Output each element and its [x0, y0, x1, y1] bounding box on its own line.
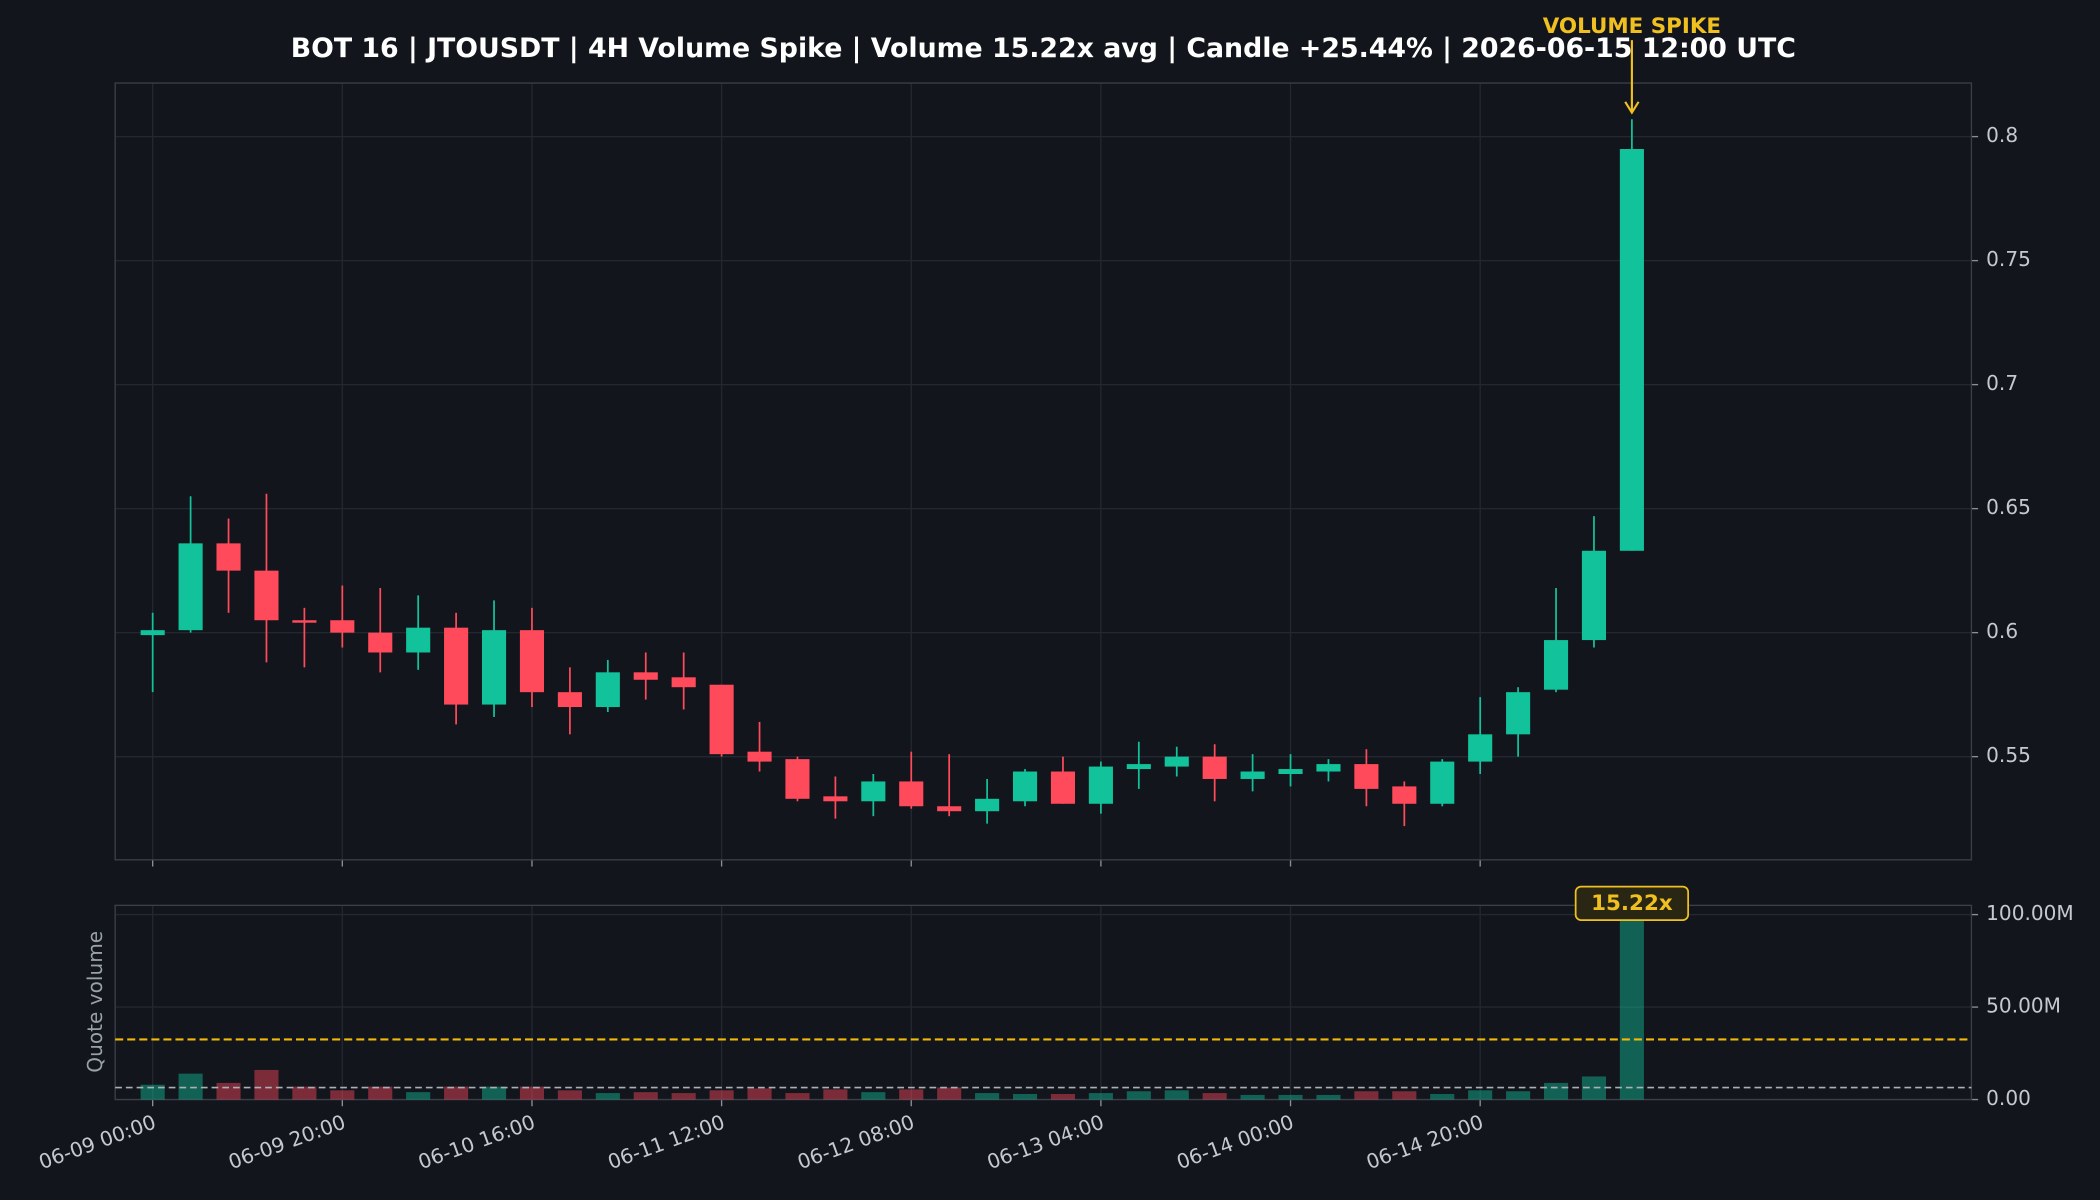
candle-body	[1164, 756, 1189, 767]
volume-bar	[1468, 1090, 1493, 1100]
plot-frame	[114, 82, 1973, 861]
volume-bar	[292, 1086, 317, 1100]
candle-body	[1581, 550, 1607, 641]
volume-bar	[1430, 1094, 1455, 1100]
volume-bar	[1050, 1094, 1076, 1100]
candle-body	[1506, 692, 1531, 735]
candle-body	[1354, 764, 1379, 789]
volume-bar	[1012, 1094, 1038, 1100]
volume-bar	[937, 1087, 962, 1100]
candle-body	[671, 677, 696, 688]
volume-bar	[1202, 1093, 1227, 1100]
candle-body	[1619, 149, 1644, 551]
candle-body	[1278, 769, 1303, 775]
volume-bar	[1278, 1094, 1303, 1100]
volume-bar	[975, 1093, 1000, 1100]
chart-title: BOT 16 | JTOUSDT | 4H Volume Spike | Vol…	[291, 33, 1796, 64]
y-tick-label: 0.65	[1986, 495, 2031, 519]
candle-body	[899, 781, 924, 807]
volume-bar	[481, 1086, 507, 1100]
candle-body	[292, 620, 317, 623]
candle-body	[823, 796, 848, 802]
candle-body	[557, 692, 582, 708]
candle-body	[519, 630, 545, 693]
volume-bar	[823, 1089, 848, 1100]
candle-body	[937, 806, 962, 812]
volume-bar	[1164, 1090, 1189, 1100]
volume-bar	[140, 1084, 165, 1100]
candle-body	[254, 570, 279, 621]
volume-bar	[216, 1082, 241, 1100]
candle-body	[1543, 640, 1569, 690]
candle-body	[368, 632, 393, 653]
volume-bar	[1392, 1091, 1417, 1100]
candle-body	[861, 781, 886, 802]
volume-bar	[254, 1069, 279, 1100]
candle-body	[1050, 771, 1076, 804]
candle-body	[140, 630, 165, 636]
volume-bar	[861, 1092, 886, 1100]
candle-body	[1316, 764, 1341, 772]
candle-body	[444, 627, 469, 705]
candle-body	[1240, 771, 1265, 779]
candle-body	[406, 627, 431, 653]
volume-bar	[519, 1086, 545, 1100]
y-tick-label: 50.00M	[1986, 994, 2061, 1018]
candle-body	[1088, 766, 1113, 804]
candle-body	[1202, 756, 1227, 779]
annotation-arrowhead	[1624, 101, 1640, 115]
candle-body	[1468, 734, 1493, 762]
y-axis-label: Quote volume	[83, 931, 107, 1073]
volume-bar	[1316, 1094, 1341, 1100]
volume-bar	[1240, 1094, 1265, 1100]
volume-bar	[633, 1092, 658, 1100]
volume-bar	[671, 1093, 696, 1100]
candle-body	[1430, 761, 1455, 804]
candle-body	[785, 759, 810, 799]
y-tick-label: 0.7	[1986, 371, 2018, 395]
candle-body	[595, 672, 620, 708]
y-tick-label: 0.75	[1986, 247, 2031, 271]
volume-bar	[330, 1090, 355, 1100]
y-tick-label: 0.00	[1986, 1086, 2031, 1110]
annotation-badge	[1574, 885, 1690, 921]
candle-body	[1126, 764, 1151, 770]
volume-bar	[747, 1088, 772, 1100]
volume-bar	[1619, 909, 1644, 1100]
plot-frame	[114, 904, 1973, 1101]
candle-body	[481, 630, 507, 705]
candle-body	[975, 798, 1000, 812]
y-tick-label: 0.55	[1986, 743, 2031, 767]
volume-bar	[368, 1086, 393, 1100]
volume-bar	[406, 1092, 431, 1100]
y-tick-label: 0.8	[1986, 123, 2018, 147]
volume-bar	[1506, 1091, 1531, 1100]
volume-bar	[785, 1093, 810, 1100]
y-tick-label: 100.00M	[1986, 901, 2074, 925]
volume-bar	[899, 1089, 924, 1100]
candle-body	[216, 543, 241, 571]
volume-bar	[709, 1090, 734, 1100]
candle-body	[709, 684, 734, 755]
y-tick-label: 0.6	[1986, 619, 2018, 643]
candle-body	[1012, 771, 1038, 802]
volume-bar	[1088, 1093, 1113, 1100]
candle-body	[178, 543, 203, 631]
volume-bar	[444, 1086, 469, 1100]
volume-bar	[557, 1090, 582, 1100]
volume-bar	[1543, 1082, 1569, 1100]
candle-body	[747, 751, 772, 762]
annotation: VOLUME SPIKE	[1543, 14, 1721, 39]
candle-body	[330, 620, 355, 633]
annotation: 15.22x	[1591, 891, 1673, 916]
volume-bar	[178, 1073, 203, 1100]
volume-bar	[1354, 1091, 1379, 1100]
volume-bar	[595, 1093, 620, 1100]
candle-body	[633, 672, 658, 680]
candle-body	[1392, 786, 1417, 804]
volume-bar	[1126, 1091, 1151, 1100]
